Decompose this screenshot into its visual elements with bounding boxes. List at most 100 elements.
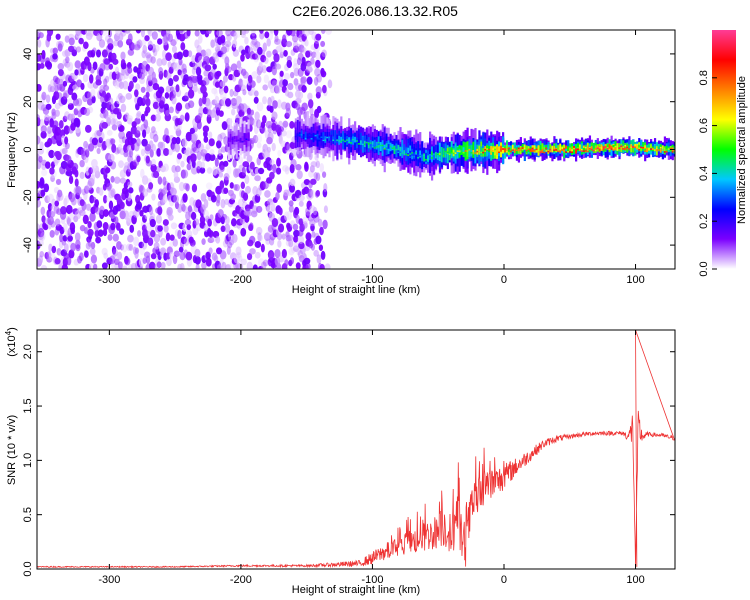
heatmap-cell — [165, 232, 171, 242]
heatmap-cell — [326, 131, 329, 142]
heatmap-cell — [140, 148, 146, 157]
heatmap-cell — [140, 113, 146, 122]
heatmap-cell — [63, 243, 69, 253]
heatmap-cell — [305, 50, 311, 58]
heatmap-cell — [114, 66, 120, 75]
heatmap-cell — [316, 73, 322, 83]
heatmap-cell — [74, 232, 81, 242]
heatmap-cell — [419, 150, 422, 156]
heatmap-cell — [90, 173, 95, 184]
heatmap-cell — [311, 231, 316, 238]
heatmap-cell — [144, 143, 152, 152]
heatmap-cell — [105, 92, 111, 102]
heatmap-cell — [209, 148, 215, 156]
heatmap-cell — [604, 146, 607, 148]
heatmap-cell — [194, 248, 201, 258]
heatmap-cell — [249, 235, 256, 244]
heatmap-cell — [264, 190, 271, 198]
heatmap-cell — [275, 63, 282, 70]
heatmap-cell — [541, 149, 544, 152]
heatmap-cell — [302, 216, 309, 224]
heatmap-cell — [472, 141, 475, 158]
heatmap-cell — [197, 55, 205, 63]
heatmap-cell — [260, 243, 265, 253]
heatmap-cell — [209, 153, 216, 162]
heatmap-cell — [120, 51, 126, 61]
heatmap-cell — [348, 142, 351, 144]
heatmap-cell — [61, 147, 68, 155]
heatmap-cell — [303, 257, 311, 265]
heatmap-cell — [194, 255, 201, 265]
heatmap-cell — [38, 255, 43, 265]
heatmap-cell — [278, 126, 285, 133]
heatmap-cell — [391, 147, 394, 150]
heatmap-cell — [320, 250, 326, 260]
heatmap-cell — [257, 167, 265, 175]
heatmap-cell — [88, 263, 94, 269]
heatmap-cell — [117, 40, 124, 48]
heatmap-cell — [653, 144, 657, 152]
heatmap-cell — [638, 144, 641, 148]
heatmap-cell — [285, 40, 293, 48]
heatmap-cell — [262, 84, 268, 91]
heatmap-cell — [555, 148, 558, 151]
heatmap-cell — [187, 205, 193, 213]
heatmap-cell — [185, 131, 192, 142]
heatmap-cell — [54, 150, 61, 158]
heatmap-cell — [385, 147, 388, 149]
heatmap-cell — [57, 43, 63, 52]
heatmap-cell — [498, 146, 501, 153]
heatmap-cell — [172, 238, 178, 247]
heatmap-cell — [273, 30, 279, 36]
heatmap-cell — [111, 245, 117, 255]
heatmap-cell — [158, 66, 164, 75]
heatmap-cell — [486, 147, 489, 157]
heatmap-cell — [59, 226, 65, 235]
heatmap-cell — [92, 47, 97, 54]
y-tick-label: 0.5 — [22, 507, 34, 522]
heatmap-cell — [429, 155, 432, 161]
heatmap-cell — [578, 146, 582, 151]
heatmap-cell — [610, 145, 613, 149]
heatmap-cell — [254, 90, 259, 97]
heatmap-cell — [47, 202, 53, 212]
heatmap-cell — [163, 103, 170, 111]
heatmap-cell — [673, 146, 675, 149]
heatmap-cell — [112, 233, 119, 242]
heatmap-cell — [162, 219, 169, 226]
heatmap-cell — [118, 160, 124, 168]
heatmap-cell — [114, 216, 119, 225]
heatmap-cell — [237, 255, 243, 262]
heatmap-cell — [446, 145, 449, 164]
heatmap-cell — [344, 140, 347, 143]
heatmap-cell — [152, 170, 160, 179]
heatmap-cell — [217, 133, 223, 143]
heatmap-cell — [126, 115, 133, 122]
heatmap-cell — [377, 141, 380, 149]
heatmap-cell — [231, 108, 236, 116]
heatmap-cell — [174, 143, 181, 153]
heatmap-cell — [651, 148, 655, 151]
heatmap-cell — [202, 125, 210, 133]
heatmap-cell — [239, 84, 246, 92]
heatmap-cell — [128, 42, 135, 51]
heatmap-cell — [206, 167, 213, 174]
heatmap-cell — [313, 171, 318, 180]
heatmap-cell — [244, 30, 250, 34]
heatmap-cell — [254, 175, 261, 182]
heatmap-cell — [527, 148, 530, 151]
heatmap-cell — [122, 62, 127, 70]
heatmap-cell — [255, 226, 263, 236]
heatmap-cell — [242, 89, 247, 96]
heatmap-cell — [563, 147, 566, 152]
heatmap-cell — [147, 237, 154, 247]
heatmap-cell — [40, 264, 48, 269]
heatmap-cell — [58, 120, 64, 129]
heatmap-cell — [470, 145, 473, 154]
heatmap-cell — [153, 241, 160, 250]
heatmap-cell — [480, 146, 483, 156]
heatmap-cell — [230, 218, 237, 227]
heatmap-cell — [610, 143, 613, 157]
heatmap-cell — [136, 39, 143, 49]
heatmap-cell — [95, 74, 102, 83]
